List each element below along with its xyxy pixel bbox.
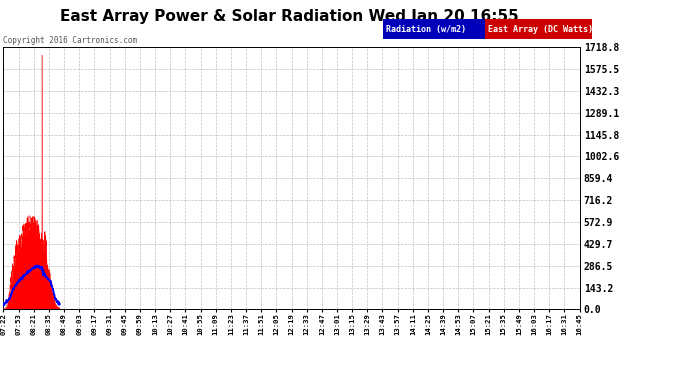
Text: East Array (DC Watts): East Array (DC Watts) — [488, 25, 593, 34]
Text: Radiation (w/m2): Radiation (w/m2) — [386, 25, 466, 34]
Text: Copyright 2016 Cartronics.com: Copyright 2016 Cartronics.com — [3, 36, 137, 45]
Text: East Array Power & Solar Radiation Wed Jan 20 16:55: East Array Power & Solar Radiation Wed J… — [61, 9, 519, 24]
